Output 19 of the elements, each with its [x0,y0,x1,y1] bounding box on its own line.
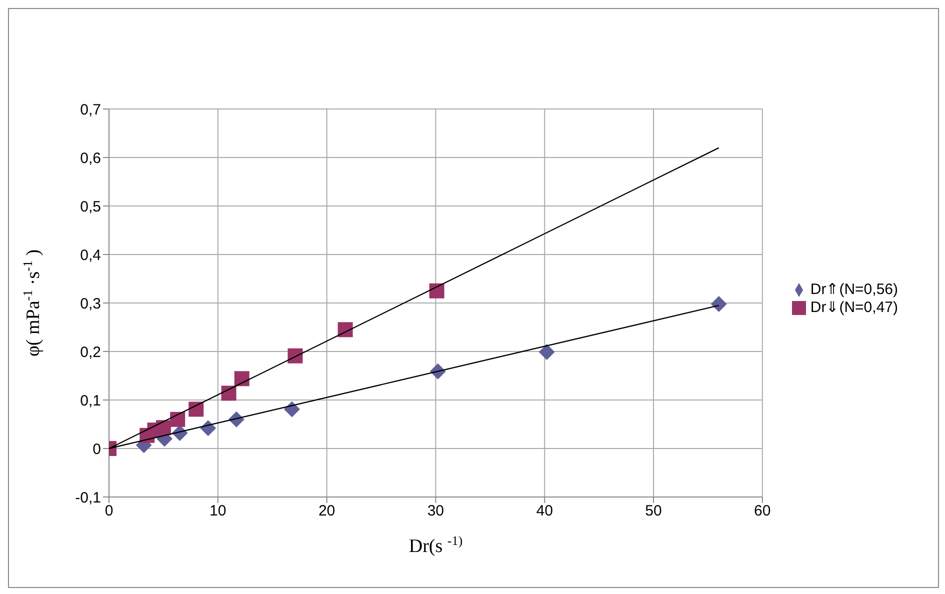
y-tick-label: 0,6 [80,150,101,167]
y-tick-label: 0,4 [80,246,101,264]
x-tick-label: 40 [536,502,553,520]
y-tick-label: 0,5 [80,198,101,216]
x-tick-label: 20 [318,502,336,520]
y-tick-label: -0,1 [75,489,101,506]
x-tick-label: 50 [645,502,662,520]
x-tick-label: 10 [210,502,226,520]
y-tick-label: 0 [92,440,101,458]
y-tick-label: 0,3 [80,295,101,312]
legend-label: Dr⇓(N=0,47) [810,299,898,316]
x-tick-label: 60 [754,502,771,520]
y-tick-label: 0,1 [80,392,101,410]
legend-label: Dr⇑(N=0,56) [810,281,898,298]
x-axis-title: Dr(s $^{-1)}$ [408,532,463,557]
x-tick-label: 0 [104,502,114,520]
y-tick-label: 0,7 [80,101,101,118]
x-tick-label: 30 [427,502,444,520]
y-tick-label: 0,2 [80,344,101,361]
